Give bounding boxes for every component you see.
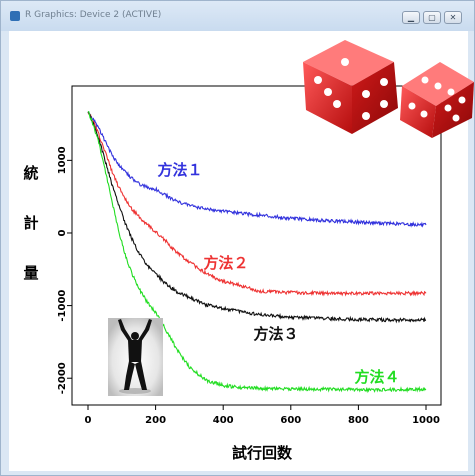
series-line: [87, 110, 427, 228]
y-axis-label-char: 統: [23, 164, 38, 182]
y-tick-label: 0: [57, 229, 68, 236]
x-tick-label: 200: [145, 415, 166, 426]
series-lines: [87, 110, 427, 394]
series-labels: 方法１ 方法２ 方法３ 方法４: [157, 161, 399, 386]
y-axis-label-char: 計: [23, 214, 38, 232]
title-bar[interactable]: R Graphics: Device 2 (ACTIVE) ▁ ▢ ✕: [1, 1, 474, 31]
y-tick-label: 1000: [57, 146, 68, 174]
axes: 0 200 400 600 800 1000 -2000 -1000 0 1000: [57, 146, 440, 426]
series-label: 方法４: [354, 368, 399, 386]
series-label: 方法１: [157, 161, 202, 179]
y-tick-label: -1000: [57, 290, 68, 322]
y-tick-label: -2000: [57, 362, 68, 394]
maximize-button[interactable]: ▢: [423, 11, 441, 24]
close-button[interactable]: ✕: [444, 11, 462, 24]
x-tick-label: 600: [280, 415, 301, 426]
series-line: [87, 111, 427, 394]
x-tick-label: 1000: [412, 415, 440, 426]
dice-icon: [303, 40, 474, 138]
x-tick-label: 0: [85, 415, 92, 426]
window-title: R Graphics: Device 2 (ACTIVE): [25, 10, 162, 20]
series-line: [87, 112, 427, 297]
plot-frame: [71, 85, 442, 406]
series-line: [87, 111, 427, 324]
x-tick-label: 800: [348, 415, 369, 426]
x-axis-label: 試行回数: [232, 444, 293, 462]
x-tick-label: 400: [213, 415, 234, 426]
y-axis-label: 統計量: [23, 164, 38, 282]
series-label: 方法２: [203, 254, 248, 272]
person-silhouette-icon: [108, 318, 163, 396]
minimize-button[interactable]: ▁: [402, 11, 420, 24]
y-axis-label-char: 量: [23, 264, 38, 282]
r-app-icon: [10, 11, 20, 21]
series-label: 方法３: [253, 325, 298, 343]
